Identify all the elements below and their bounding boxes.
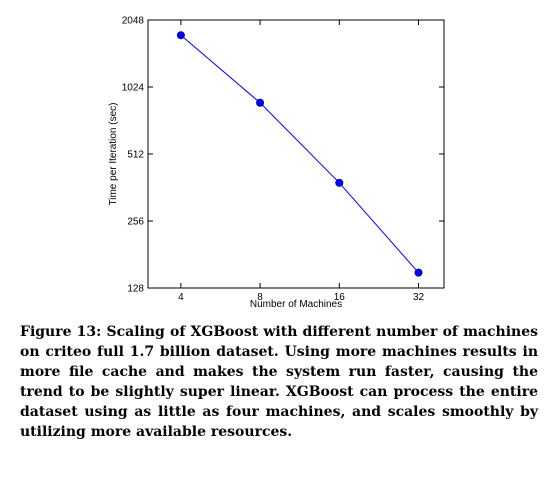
data-point <box>335 178 344 187</box>
plot-frame <box>147 19 445 289</box>
series-points <box>176 31 423 277</box>
x-tick-label: 16 <box>334 292 346 303</box>
data-point <box>176 31 185 40</box>
y-axis-label: Time per Iteration (sec) <box>108 103 119 206</box>
y-tick-label: 128 <box>127 284 144 295</box>
y-tick-label: 1024 <box>122 83 145 94</box>
x-axis: 4 8 16 32 <box>178 20 424 303</box>
y-tick-label: 2048 <box>122 16 145 27</box>
data-point <box>414 268 423 277</box>
x-tick-label: 32 <box>413 292 425 303</box>
x-tick-label: 8 <box>257 292 263 303</box>
figure-caption: Figure 13: Scaling of XGBoost with diffe… <box>20 324 538 440</box>
series-line <box>180 34 419 274</box>
y-tick-label: 256 <box>127 217 144 228</box>
y-tick-label: 512 <box>127 150 144 161</box>
line-chart: 128 256 512 1024 2048 4 8 16 32 Number of Machi… <box>108 16 445 310</box>
x-axis-label: Number of Machines <box>250 299 342 310</box>
y-axis: 128 256 512 1024 2048 <box>122 16 444 295</box>
data-point <box>256 98 265 107</box>
x-tick-label: 4 <box>178 292 184 303</box>
